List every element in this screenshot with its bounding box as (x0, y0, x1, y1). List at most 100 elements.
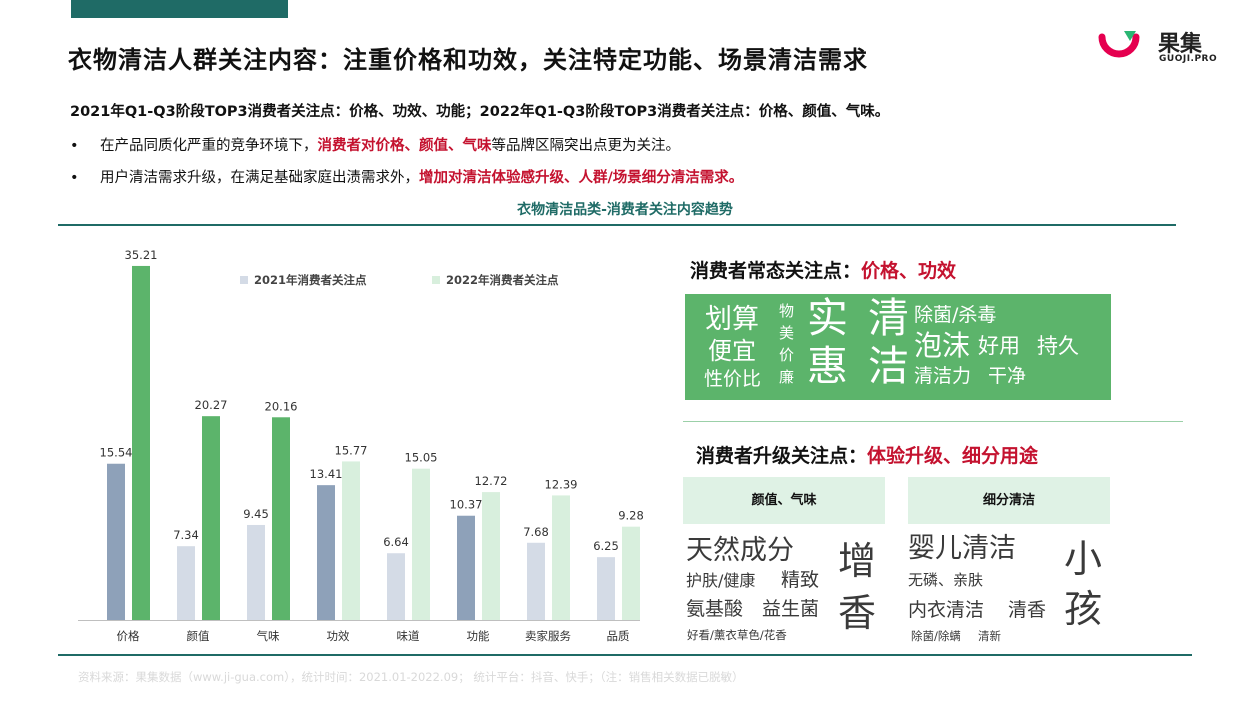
category-label: 品质 (607, 629, 630, 643)
chart-title: 衣物清洁品类-消费者关注内容趋势 (517, 202, 733, 218)
word-cloud-item: 好用 (978, 334, 1020, 358)
logo-mark-icon (1098, 31, 1140, 58)
legend-2022-label: 2022年消费者关注点 (446, 273, 559, 287)
bar-2021 (247, 524, 265, 620)
data-label: 7.34 (173, 528, 199, 542)
word-cloud-item: 清新 (978, 629, 1001, 643)
data-label: 35.21 (125, 248, 158, 262)
section-rule-top (58, 224, 1176, 226)
data-label: 9.28 (618, 509, 644, 523)
word-cloud-item: 性价比 (704, 368, 762, 390)
bar-2021 (597, 557, 615, 620)
bar-2021 (527, 542, 545, 620)
word-cloud-item: 洁 (868, 342, 909, 390)
legend-2021: 2021年消费者关注点 (240, 272, 367, 288)
bullet-1-post: 等品牌区隔突出点更为关注。 (491, 138, 681, 154)
top-accent-bar (71, 0, 288, 18)
data-label: 20.16 (265, 399, 298, 413)
word-cloud-item: 小 (1064, 537, 1103, 581)
word-cloud-item: 泡沫 (914, 329, 971, 362)
data-label: 15.05 (405, 451, 438, 465)
bar-2022 (202, 416, 220, 620)
logo-name: 果集 (1158, 32, 1203, 57)
word-cloud-item: 天然成分 (686, 535, 794, 566)
data-label: 7.68 (523, 525, 549, 539)
category-label: 味道 (397, 629, 420, 643)
divider (683, 421, 1183, 422)
word-cloud-item: 增 (838, 539, 877, 583)
category-label: 气味 (257, 629, 280, 643)
bullet-mark: • (70, 138, 79, 154)
data-label: 12.72 (475, 474, 508, 488)
bar-2022 (552, 495, 570, 620)
bar-2022 (622, 526, 640, 620)
section-rule-bottom (58, 654, 1192, 656)
data-label: 6.25 (593, 539, 619, 553)
word-cloud-item: 物 (779, 302, 795, 320)
data-label: 20.27 (195, 398, 228, 412)
category-label: 颜值 (187, 629, 210, 643)
bar-2021 (457, 515, 475, 620)
word-cloud-item: 婴儿清洁 (908, 533, 1016, 564)
bullet-mark: • (70, 170, 79, 186)
word-cloud-item: 价 (779, 346, 795, 364)
word-cloud-item: 实 (807, 294, 848, 342)
normal-focus-highlight: 价格、功效 (861, 260, 957, 282)
data-label: 15.54 (100, 446, 133, 460)
word-cloud-item: 香 (838, 591, 877, 635)
bar-2021 (317, 485, 335, 620)
word-cloud-item: 除菌/除螨 (911, 629, 961, 643)
bar-2022 (132, 265, 150, 620)
logo-subtitle: GUOJI.PRO (1159, 54, 1218, 64)
category-label: 功效 (327, 629, 350, 643)
word-cloud-item: 护肤/健康 (686, 571, 756, 590)
bar-2021 (107, 463, 125, 620)
word-cloud-item: 干净 (988, 365, 1027, 387)
word-cloud-item: 便宜 (708, 337, 756, 365)
word-cloud-item: 清 (868, 294, 909, 342)
legend-2022-swatch (432, 276, 440, 284)
bar-2021 (387, 553, 405, 620)
footer-source: 资料来源：果集数据（www.ji-gua.com），统计时间：2021.01-2… (78, 670, 744, 684)
data-label: 6.64 (383, 535, 409, 549)
word-cloud-item: 美 (779, 324, 795, 342)
word-cloud-item: 精致 (781, 569, 820, 591)
tab-segmented-cleaning: 细分清洁 (908, 477, 1110, 524)
normal-focus-heading: 消费者常态关注点：价格、功效 (690, 256, 956, 283)
upgrade-focus-prefix: 消费者升级关注点： (696, 445, 868, 467)
data-label: 13.41 (310, 467, 343, 481)
category-label: 价格 (117, 629, 140, 643)
bar-2022 (342, 461, 360, 620)
upgrade-focus-heading: 消费者升级关注点：体验升级、细分用途 (696, 441, 1038, 468)
category-label: 卖家服务 (525, 629, 571, 643)
bullet-2: • 用户清洁需求升级，在满足基础家庭出渍需求外，增加对清洁体验感升级、人群/场景细… (70, 166, 743, 187)
legend-2021-swatch (240, 276, 248, 284)
bullet-2-highlight: 增加对清洁体验感升级、人群/场景细分清洁需求。 (419, 170, 744, 186)
bullet-2-pre: 用户清洁需求升级，在满足基础家庭出渍需求外， (100, 170, 419, 186)
word-cloud-item: 持久 (1037, 334, 1079, 358)
legend-2021-label: 2021年消费者关注点 (254, 273, 367, 287)
bar-2021 (177, 546, 195, 620)
brand-logo: 果集 GUOJI.PRO (1098, 22, 1238, 72)
bullet-1-pre: 在产品同质化严重的竞争环境下， (100, 138, 318, 154)
word-cloud-item: 廉 (779, 368, 795, 386)
category-label: 功能 (467, 629, 490, 643)
legend-2022: 2022年消费者关注点 (432, 272, 559, 288)
data-label: 12.39 (545, 477, 578, 491)
word-cloud-item: 氨基酸 (686, 598, 744, 620)
bar-2022 (412, 468, 430, 620)
word-cloud-item: 孩 (1064, 587, 1103, 631)
bullet-1: • 在产品同质化严重的竞争环境下，消费者对价格、颜值、气味等品牌区隔突出点更为关注… (70, 134, 680, 155)
data-label: 10.37 (450, 498, 483, 512)
data-label: 9.45 (243, 507, 269, 521)
word-cloud-item: 无磷、亲肤 (908, 571, 984, 589)
bullet-1-highlight: 消费者对价格、颜值、气味 (317, 138, 492, 154)
word-cloud-item: 除菌/杀毒 (914, 304, 997, 326)
word-cloud-item: 惠 (807, 342, 848, 390)
upgrade-focus-highlight: 体验升级、细分用途 (867, 445, 1039, 467)
word-cloud-item: 清洁力 (914, 365, 972, 387)
word-cloud-item: 划算 (705, 304, 759, 335)
normal-focus-prefix: 消费者常态关注点： (690, 260, 862, 282)
tab-appearance-scent: 颜值、气味 (683, 477, 885, 524)
bar-2022 (272, 417, 290, 620)
